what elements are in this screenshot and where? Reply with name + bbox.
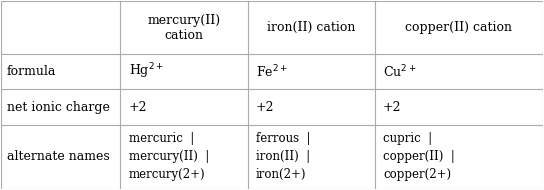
Text: Fe$^{2+}$: Fe$^{2+}$ — [256, 63, 288, 80]
Text: net ionic charge: net ionic charge — [7, 101, 110, 114]
Text: alternate names: alternate names — [7, 150, 109, 163]
Text: +2: +2 — [128, 101, 147, 114]
Text: cupric  |
copper(II)  |
copper(2+): cupric | copper(II) | copper(2+) — [383, 132, 455, 181]
Text: formula: formula — [7, 65, 56, 78]
Text: ferrous  |
iron(II)  |
iron(2+): ferrous | iron(II) | iron(2+) — [256, 132, 310, 181]
Text: Cu$^{2+}$: Cu$^{2+}$ — [383, 63, 416, 80]
Text: mercuric  |
mercury(II)  |
mercury(2+): mercuric | mercury(II) | mercury(2+) — [128, 132, 209, 181]
Text: +2: +2 — [383, 101, 401, 114]
Text: iron(II) cation: iron(II) cation — [267, 21, 355, 34]
Text: mercury(II)
cation: mercury(II) cation — [147, 14, 221, 42]
Text: +2: +2 — [256, 101, 274, 114]
Text: Hg$^{2+}$: Hg$^{2+}$ — [128, 62, 163, 81]
Text: copper(II) cation: copper(II) cation — [405, 21, 512, 34]
